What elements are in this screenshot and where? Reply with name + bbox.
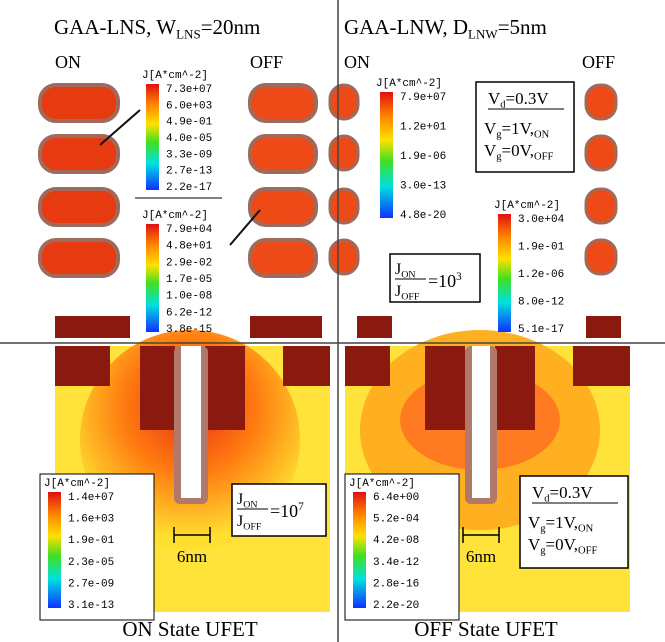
legend-label: 7.9e+07: [400, 92, 446, 104]
label: Vd=0.3V: [488, 89, 549, 111]
label-part: =0V,: [546, 535, 578, 554]
fin-core: [181, 346, 201, 498]
label-part: V: [532, 483, 545, 502]
legend-label: 1.2e-06: [518, 269, 564, 281]
legend-label: 3.4e-12: [373, 557, 419, 569]
legend-label: 2.7e-09: [68, 578, 114, 590]
legend-label: 4.9e-01: [166, 117, 213, 129]
legend-label: 2.3e-05: [68, 557, 114, 569]
legend-label: 4.0e-05: [166, 133, 212, 145]
label: GAA-LNW, DLNW=5nm: [344, 15, 547, 42]
state-label: OFF: [582, 52, 615, 72]
state-label: ON: [344, 52, 370, 72]
label-part: ON: [534, 130, 550, 141]
label-part: LNS: [176, 27, 201, 42]
legend-title: J[A*cm^-2]: [376, 78, 442, 90]
gate-block: [250, 316, 322, 338]
fin-core: [472, 346, 490, 498]
legend-label: 3.0e-13: [400, 181, 446, 193]
label-part: OFF: [578, 546, 597, 557]
label-part: LNW: [468, 27, 498, 42]
label-part: V: [484, 119, 497, 138]
legend-label: 4.8e-20: [400, 210, 446, 222]
legend-label: 2.7e-13: [166, 166, 212, 178]
figure: GAA-LNS, WLNS=20nm GAA-LNW, DLNW=5nm ON OFF…: [0, 0, 665, 642]
label-part: V: [528, 513, 541, 532]
label-part: V: [488, 89, 501, 108]
legend-label: 1.7e-05: [166, 274, 212, 286]
label-part: V: [484, 141, 497, 160]
colorbar: [48, 492, 61, 608]
label-part: =20nm: [201, 15, 261, 39]
colorbar: [498, 214, 511, 332]
colorbar: [146, 84, 159, 190]
legend-label: 6.0e+03: [166, 100, 212, 112]
colorbar: [353, 492, 366, 608]
label-part: =0V,: [502, 141, 534, 160]
label-part: GAA-LNW, D: [344, 15, 468, 39]
legend-title: J[A*cm^-2]: [142, 210, 208, 222]
label-part: 7: [298, 501, 304, 513]
legend-label: 7.9e+04: [166, 224, 213, 236]
legend-label: 6.4e+00: [373, 492, 419, 504]
legend-label: 1.6e+03: [68, 514, 114, 526]
legend-title: J[A*cm^-2]: [494, 200, 560, 212]
colorbar: [380, 92, 393, 218]
gate-block: [586, 316, 621, 338]
legend-label: 2.2e-20: [373, 600, 419, 612]
legend-label: 2.9e-02: [166, 257, 212, 269]
legend-label: 6.2e-12: [166, 307, 212, 319]
label-part: =0.3V: [550, 483, 594, 502]
label-part: =10: [270, 501, 298, 521]
legend-label: 1.4e+07: [68, 492, 114, 504]
arrow: [230, 210, 260, 245]
label-part: 3: [456, 271, 462, 283]
dimension: 6nm: [177, 547, 207, 566]
label-part: =10: [428, 271, 456, 291]
legend-label: 1.2e+01: [400, 122, 447, 134]
legend-label: 4.8e+01: [166, 241, 213, 253]
gate-block: [357, 316, 392, 338]
caption: ON State UFET: [122, 617, 257, 641]
label: GAA-LNS, WLNS=20nm: [54, 15, 260, 42]
nanosheets-off: [250, 85, 316, 276]
legend-label: 3.3e-09: [166, 149, 212, 161]
legend-label: 1.9e-01: [68, 535, 115, 547]
state-label: OFF: [250, 52, 283, 72]
label-part: =0.3V: [506, 89, 550, 108]
label-part: =5nm: [498, 15, 547, 39]
legend-title: J[A*cm^-2]: [142, 70, 208, 82]
legend-title: J[A*cm^-2]: [349, 478, 415, 490]
legend-label: 3.1e-13: [68, 600, 114, 612]
legend-label: 7.3e+07: [166, 84, 212, 96]
label-part: OFF: [534, 152, 553, 163]
legend-label: 1.0e-08: [166, 291, 212, 303]
legend-label: 1.9e-06: [400, 151, 446, 163]
caption: OFF State UFET: [414, 617, 558, 641]
legend-label: 5.2e-04: [373, 514, 420, 526]
legend-label: 2.8e-16: [373, 578, 419, 590]
label-part: OFF: [401, 292, 420, 303]
label-part: ON: [578, 524, 594, 535]
label-part: =1V,: [546, 513, 578, 532]
dimension: 6nm: [466, 547, 496, 566]
gate-block: [55, 316, 130, 338]
page: GAA-LNS, WLNS=20nm GAA-LNW, DLNW=5nm ON OFF…: [0, 0, 665, 642]
label-part: =1V,: [502, 119, 534, 138]
label-part: V: [528, 535, 541, 554]
legend-label: 2.2e-17: [166, 182, 212, 194]
legend-label: 5.1e-17: [518, 324, 564, 336]
legend-label: 8.0e-12: [518, 297, 564, 309]
legend-label: 1.9e-01: [518, 242, 565, 254]
label: Vd=0.3V: [532, 483, 593, 505]
legend-title: J[A*cm^-2]: [44, 478, 110, 490]
label-part: GAA-LNS, W: [54, 15, 176, 39]
nanosheets-on: [40, 85, 118, 276]
legend-label: 3.0e+04: [518, 214, 565, 226]
state-label: ON: [55, 52, 81, 72]
label-part: OFF: [243, 522, 262, 533]
legend-label: 4.2e-08: [373, 535, 419, 547]
colorbar: [146, 224, 159, 332]
legend-label: 3.8e-15: [166, 324, 212, 336]
